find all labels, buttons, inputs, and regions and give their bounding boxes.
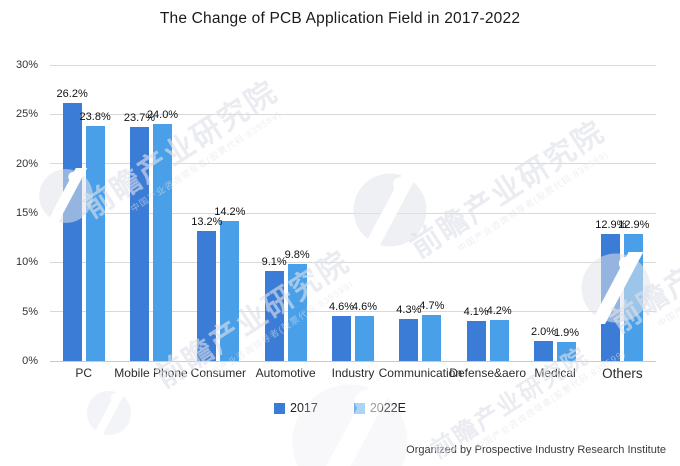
bar-2022e-medical xyxy=(557,342,576,361)
legend-item-2017: 2017 xyxy=(274,401,318,415)
y-axis-tick-label: 20% xyxy=(15,157,38,170)
gridline xyxy=(50,64,656,66)
bar-2022e-communication xyxy=(422,314,442,361)
x-axis-category-label: Mobile Phone xyxy=(114,366,188,380)
y-axis-tick-label: 0% xyxy=(22,355,38,367)
x-axis-category-label: Others xyxy=(602,366,643,381)
y-axis-tick-label: 15% xyxy=(15,207,38,219)
bar-2022e-mobile-phone xyxy=(153,124,172,361)
legend-swatch-icon xyxy=(274,402,286,414)
value-label: 12.9% xyxy=(595,218,627,231)
x-axis-category-label: Industry xyxy=(331,366,375,380)
value-label: 4.3% xyxy=(396,303,422,316)
bar-2022e-defense-aero xyxy=(489,319,509,361)
legend-item-2022e: 2022E xyxy=(353,401,406,415)
value-label: 23.7% xyxy=(123,112,156,125)
x-axis-category-label: Medical xyxy=(534,366,576,380)
value-label: 4.6% xyxy=(351,300,378,313)
watermark-logo-icon xyxy=(292,382,408,466)
chart-title: The Change of PCB Application Field in 2… xyxy=(159,10,521,27)
bar-2022e-industry xyxy=(355,315,374,361)
value-label: 2.0% xyxy=(530,326,557,339)
value-label: 4.2% xyxy=(486,304,512,317)
x-axis-category-label: Automotive xyxy=(255,366,316,380)
legend-label: 2022E xyxy=(369,401,406,415)
value-label: 4.1% xyxy=(463,305,489,318)
bar-2022e-automotive xyxy=(287,264,307,361)
gridline xyxy=(50,212,656,214)
bar-2022e-pc xyxy=(85,126,105,361)
bar-2022e-others xyxy=(624,233,644,361)
value-label: 9.1% xyxy=(261,256,287,269)
value-label: 12.9% xyxy=(618,218,650,231)
y-axis-tick-label: 5% xyxy=(22,305,38,318)
gridline xyxy=(50,360,656,362)
gridline xyxy=(50,261,656,263)
legend-swatch-icon xyxy=(353,402,365,414)
y-axis-tick-label: 10% xyxy=(15,256,38,269)
bar-2017-mobile-phone xyxy=(130,127,149,361)
value-label: 4.7% xyxy=(419,299,445,312)
gridline xyxy=(50,311,656,313)
gridline xyxy=(50,163,656,165)
bar-2022e-consumer xyxy=(220,220,240,361)
bar-2017-communication xyxy=(399,318,419,361)
legend-label: 2017 xyxy=(290,401,318,415)
plot-area: 0% 5% 10% 15% 20% 25% 30% 26.2% 23.8% PC 23.7% 24.0… xyxy=(16,59,656,381)
source-note: Organized by Prospective Industry Resear… xyxy=(406,444,666,456)
value-label: 23.8% xyxy=(79,111,111,124)
legend: 2017 2022E xyxy=(0,401,680,415)
value-label: 13.2% xyxy=(191,215,223,228)
bar-2017-automotive xyxy=(264,271,284,361)
value-label: 14.2% xyxy=(214,205,246,218)
value-label: 1.9% xyxy=(553,327,580,340)
value-label: 24.0% xyxy=(146,109,179,122)
gridline xyxy=(50,113,656,115)
x-axis-category-label: Defense&aero xyxy=(449,366,527,380)
bar-2017-medical xyxy=(534,341,553,361)
bar-2017-others xyxy=(601,233,621,361)
bar-2017-defense-aero xyxy=(466,320,486,361)
value-label: 9.8% xyxy=(284,249,310,262)
x-axis-category-label: PC xyxy=(75,366,92,380)
bar-2017-consumer xyxy=(197,230,217,361)
y-axis-tick-label: 30% xyxy=(15,59,38,71)
x-axis-category-label: Consumer xyxy=(190,366,247,380)
value-label: 4.6% xyxy=(328,300,355,313)
y-axis-tick-label: 25% xyxy=(15,108,38,121)
bar-2017-pc xyxy=(62,102,82,361)
bar-2017-industry xyxy=(332,315,351,361)
value-label: 26.2% xyxy=(56,87,88,100)
x-axis-category-label: Communication xyxy=(378,366,463,380)
